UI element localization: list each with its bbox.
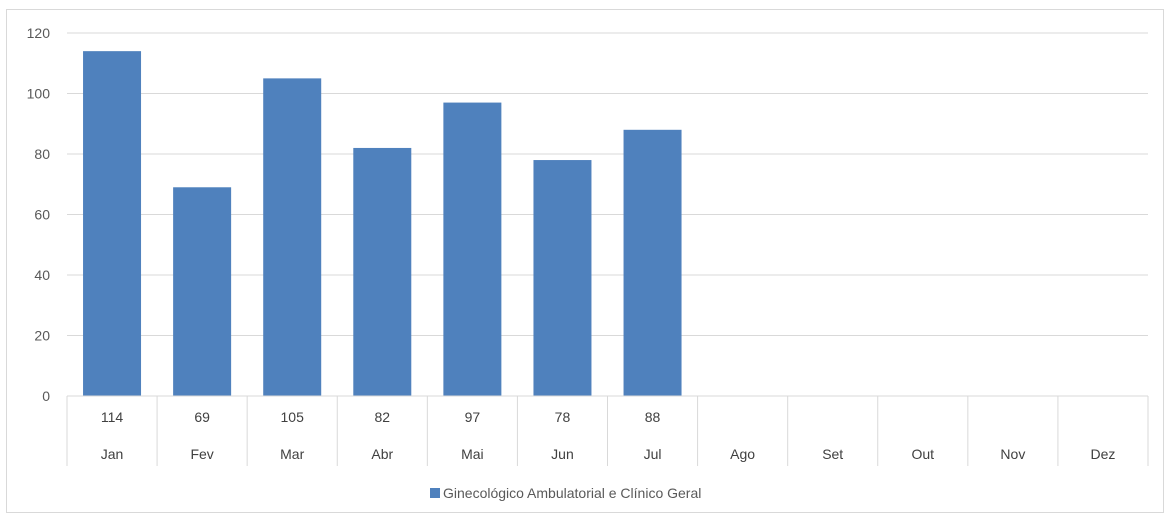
legend-label: Ginecológico Ambulatorial e Clínico Gera… <box>443 485 701 501</box>
category-label: Out <box>912 446 935 462</box>
data-label: 97 <box>465 409 481 425</box>
legend: Ginecológico Ambulatorial e Clínico Gera… <box>430 485 701 501</box>
y-tick-label: 40 <box>34 267 50 283</box>
category-label: Jul <box>644 446 662 462</box>
legend-swatch <box>430 488 440 498</box>
y-tick-label: 0 <box>42 388 50 404</box>
data-label: 114 <box>101 409 124 425</box>
data-label: 88 <box>645 409 661 425</box>
bar <box>173 187 232 396</box>
data-label: 82 <box>375 409 391 425</box>
y-tick-label: 120 <box>27 25 51 41</box>
category-label: Ago <box>730 446 755 462</box>
category-label: Mai <box>461 446 484 462</box>
data-label: 78 <box>555 409 571 425</box>
bar <box>533 160 592 396</box>
category-label: Abr <box>371 446 393 462</box>
y-tick-label: 100 <box>27 86 51 102</box>
category-label: Mar <box>280 446 304 462</box>
bar <box>353 147 412 396</box>
bars <box>83 51 682 397</box>
data-table: 114 Jan 69 Fev 105 Mar 82 Abr 97 Mai 78 Jun 88 Jul Ago… <box>66 395 1149 466</box>
category-label: Nov <box>1000 446 1025 462</box>
bar <box>443 102 502 396</box>
category-label: Set <box>822 446 843 462</box>
category-label: Jun <box>551 446 574 462</box>
bar <box>623 129 682 397</box>
bar <box>83 51 142 397</box>
category-label: Jan <box>101 446 124 462</box>
category-label: Fev <box>190 446 213 462</box>
y-tick-label: 60 <box>34 207 50 223</box>
data-label: 105 <box>281 409 305 425</box>
y-tick-label: 20 <box>34 328 50 344</box>
y-tick-label: 80 <box>34 146 50 162</box>
data-label: 69 <box>194 409 210 425</box>
category-label: Dez <box>1091 446 1116 462</box>
bar <box>263 78 322 396</box>
y-axis-ticks: 0 20 40 60 80 100 120 <box>27 25 51 404</box>
